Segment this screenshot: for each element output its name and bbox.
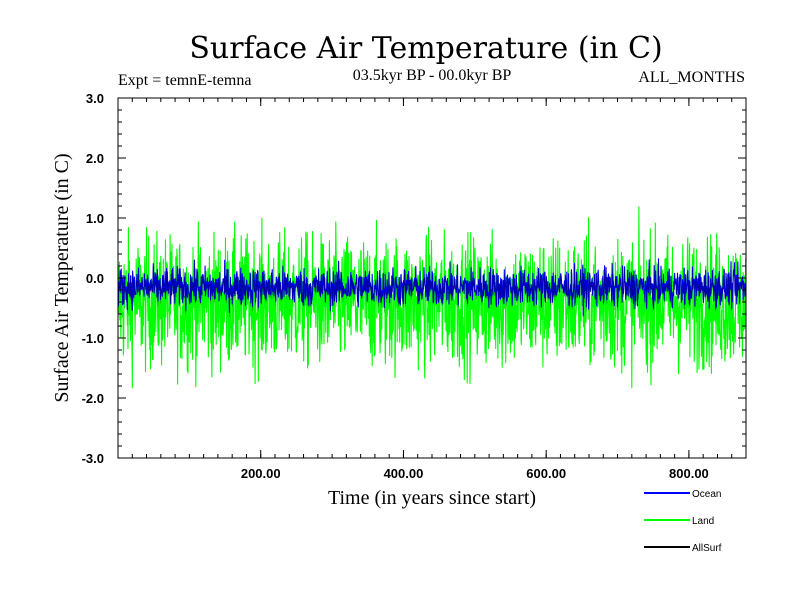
- y-tick-label: -2.0: [82, 391, 104, 406]
- y-axis-label: Surface Air Temperature (in C): [51, 153, 73, 402]
- x-tick-label: 800.00: [669, 466, 709, 481]
- series-layer: [118, 206, 746, 389]
- y-tick-label: -1.0: [82, 331, 104, 346]
- y-tick-label: 0.0: [86, 271, 104, 286]
- series-line-ocean: [118, 258, 746, 317]
- legend-label-ocean: Ocean: [692, 489, 721, 500]
- months-label: ALL_MONTHS: [638, 69, 745, 86]
- x-axis-label: Time (in years since start): [328, 487, 536, 509]
- y-tick-labels: -3.0 -2.0 -1.0 0.0 1.0 2.0 3.0: [82, 91, 104, 466]
- experiment-label: Expt = temnE-temna: [118, 72, 251, 89]
- chart-title: Surface Air Temperature (in C): [189, 31, 662, 66]
- y-tick-label: 2.0: [86, 151, 104, 166]
- legend-label-allsurf: AllSurf: [692, 543, 722, 554]
- plot-frame: [117, 97, 747, 459]
- x-tick-label: 600.00: [526, 466, 566, 481]
- y-tick-label: 3.0: [86, 91, 104, 106]
- period-label: 03.5kyr BP - 00.0kyr BP: [353, 67, 512, 84]
- x-tick-label: 200.00: [241, 466, 281, 481]
- x-tick-label: 400.00: [384, 466, 424, 481]
- series-line-allsurf: [118, 258, 746, 319]
- x-tick-labels: 200.00 400.00 600.00 800.00: [241, 466, 709, 481]
- legend-label-land: Land: [692, 516, 714, 527]
- tick-marks: [118, 97, 746, 459]
- legend: Ocean Land AllSurf: [644, 489, 722, 554]
- y-tick-label: -3.0: [82, 451, 104, 466]
- y-tick-label: 1.0: [86, 211, 104, 226]
